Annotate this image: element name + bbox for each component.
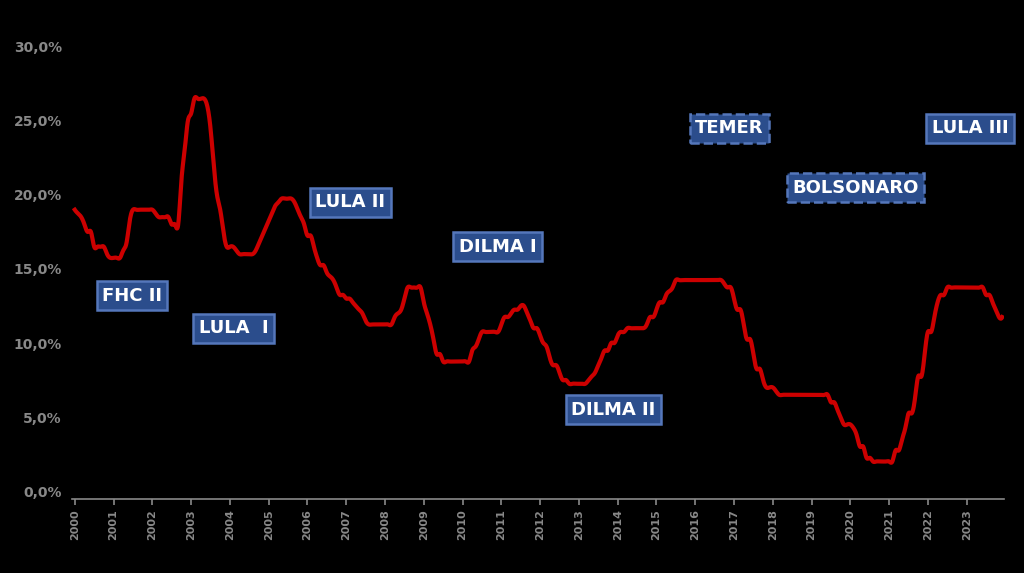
Text: LULA  I: LULA I <box>199 319 268 337</box>
Text: LULA III: LULA III <box>932 119 1009 138</box>
Text: FHC II: FHC II <box>102 286 162 305</box>
Text: DILMA II: DILMA II <box>571 401 655 419</box>
Text: TEMER: TEMER <box>695 119 764 138</box>
Text: LULA II: LULA II <box>315 193 385 211</box>
Text: BOLSONARO: BOLSONARO <box>793 179 919 197</box>
Text: DILMA I: DILMA I <box>459 238 537 256</box>
